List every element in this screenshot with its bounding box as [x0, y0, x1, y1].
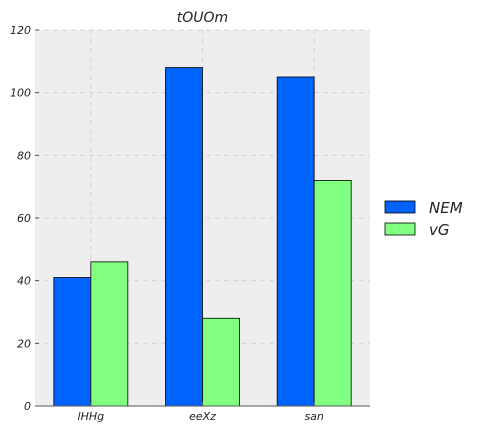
- chart-title: tOUOm: [177, 10, 228, 26]
- legend-label-vG: vG: [429, 221, 450, 239]
- y-tick-label: 40: [17, 275, 31, 288]
- bar-vG-lHHg: [90, 261, 129, 407]
- bar-vG-san: [313, 179, 352, 407]
- x-ticks: lHHg eeXz san: [78, 410, 324, 423]
- y-tick-label: 20: [17, 337, 31, 350]
- x-tick-label: eeXz: [189, 410, 216, 423]
- bar-NEM-eeXz: [165, 67, 203, 407]
- bar-vG-eeXz: [202, 317, 240, 407]
- y-tick-label: 60: [17, 212, 31, 225]
- y-tick-label: 0: [24, 400, 31, 413]
- legend-swatch-NEM: [384, 200, 416, 214]
- bar-NEM-lHHg: [53, 277, 92, 407]
- y-tick-label: 120: [10, 24, 31, 37]
- x-tick-label: lHHg: [78, 410, 105, 423]
- x-tick-label: san: [304, 410, 323, 423]
- bars: [53, 67, 352, 407]
- legend-swatch-vG: [384, 222, 416, 236]
- y-tick-label: 100: [10, 87, 31, 100]
- axes: [35, 29, 370, 407]
- legend-label-NEM: NEM: [429, 199, 463, 217]
- bar-NEM-san: [276, 76, 315, 407]
- y-ticks: 0 20 40 60 80 100 120: [10, 24, 31, 413]
- y-tick-label: 80: [17, 149, 31, 162]
- legend: NEM vG: [384, 199, 463, 239]
